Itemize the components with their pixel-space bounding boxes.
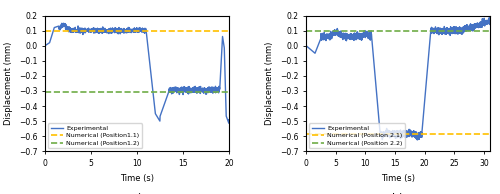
Legend: Experimental, Numerical (Position1.1), Numerical (Position1.2): Experimental, Numerical (Position1.1), N… (48, 123, 142, 148)
Experimental (226, 119, 232, 121)
Numerical (Position 2.2) (309, 29, 315, 32)
Experimental (486, 16, 492, 19)
Experimental (303, 45, 309, 47)
Numerical (Position1.2) (51, 91, 57, 93)
Experimental (220, 42, 226, 45)
Numerical (Position1.1) (42, 29, 48, 32)
Numerical (Position 2.1) (303, 133, 309, 135)
Experimental (482, 23, 488, 25)
Text: b): b) (392, 192, 404, 194)
Numerical (Position1.2) (42, 91, 48, 93)
X-axis label: Time (s): Time (s) (120, 173, 154, 183)
Experimental (60, 22, 66, 24)
Experimental (52, 26, 58, 29)
Experimental (344, 34, 350, 36)
Numerical (Position1.1) (51, 29, 57, 32)
Experimental (470, 30, 476, 32)
Numerical (Position 2.2) (303, 29, 309, 32)
Experimental (414, 139, 420, 141)
Legend: Experimental, Numerical (Position 2.1), Numerical (Position 2.2): Experimental, Numerical (Position 2.1), … (309, 123, 405, 148)
Y-axis label: Displacement (mm): Displacement (mm) (4, 42, 14, 125)
Experimental (132, 30, 138, 32)
Experimental (424, 65, 430, 67)
X-axis label: Time (s): Time (s) (381, 173, 415, 183)
Numerical (Position 2.1) (309, 133, 315, 135)
Experimental (220, 42, 226, 44)
Experimental (226, 122, 232, 124)
Experimental (126, 29, 132, 31)
Line: Experimental: Experimental (45, 23, 229, 123)
Y-axis label: Displacement (mm): Displacement (mm) (266, 42, 274, 125)
Line: Experimental: Experimental (306, 17, 490, 140)
Experimental (187, 89, 193, 92)
Experimental (422, 94, 428, 97)
Text: a): a) (132, 192, 142, 194)
Experimental (487, 21, 493, 23)
Experimental (360, 36, 366, 39)
Experimental (42, 45, 48, 47)
